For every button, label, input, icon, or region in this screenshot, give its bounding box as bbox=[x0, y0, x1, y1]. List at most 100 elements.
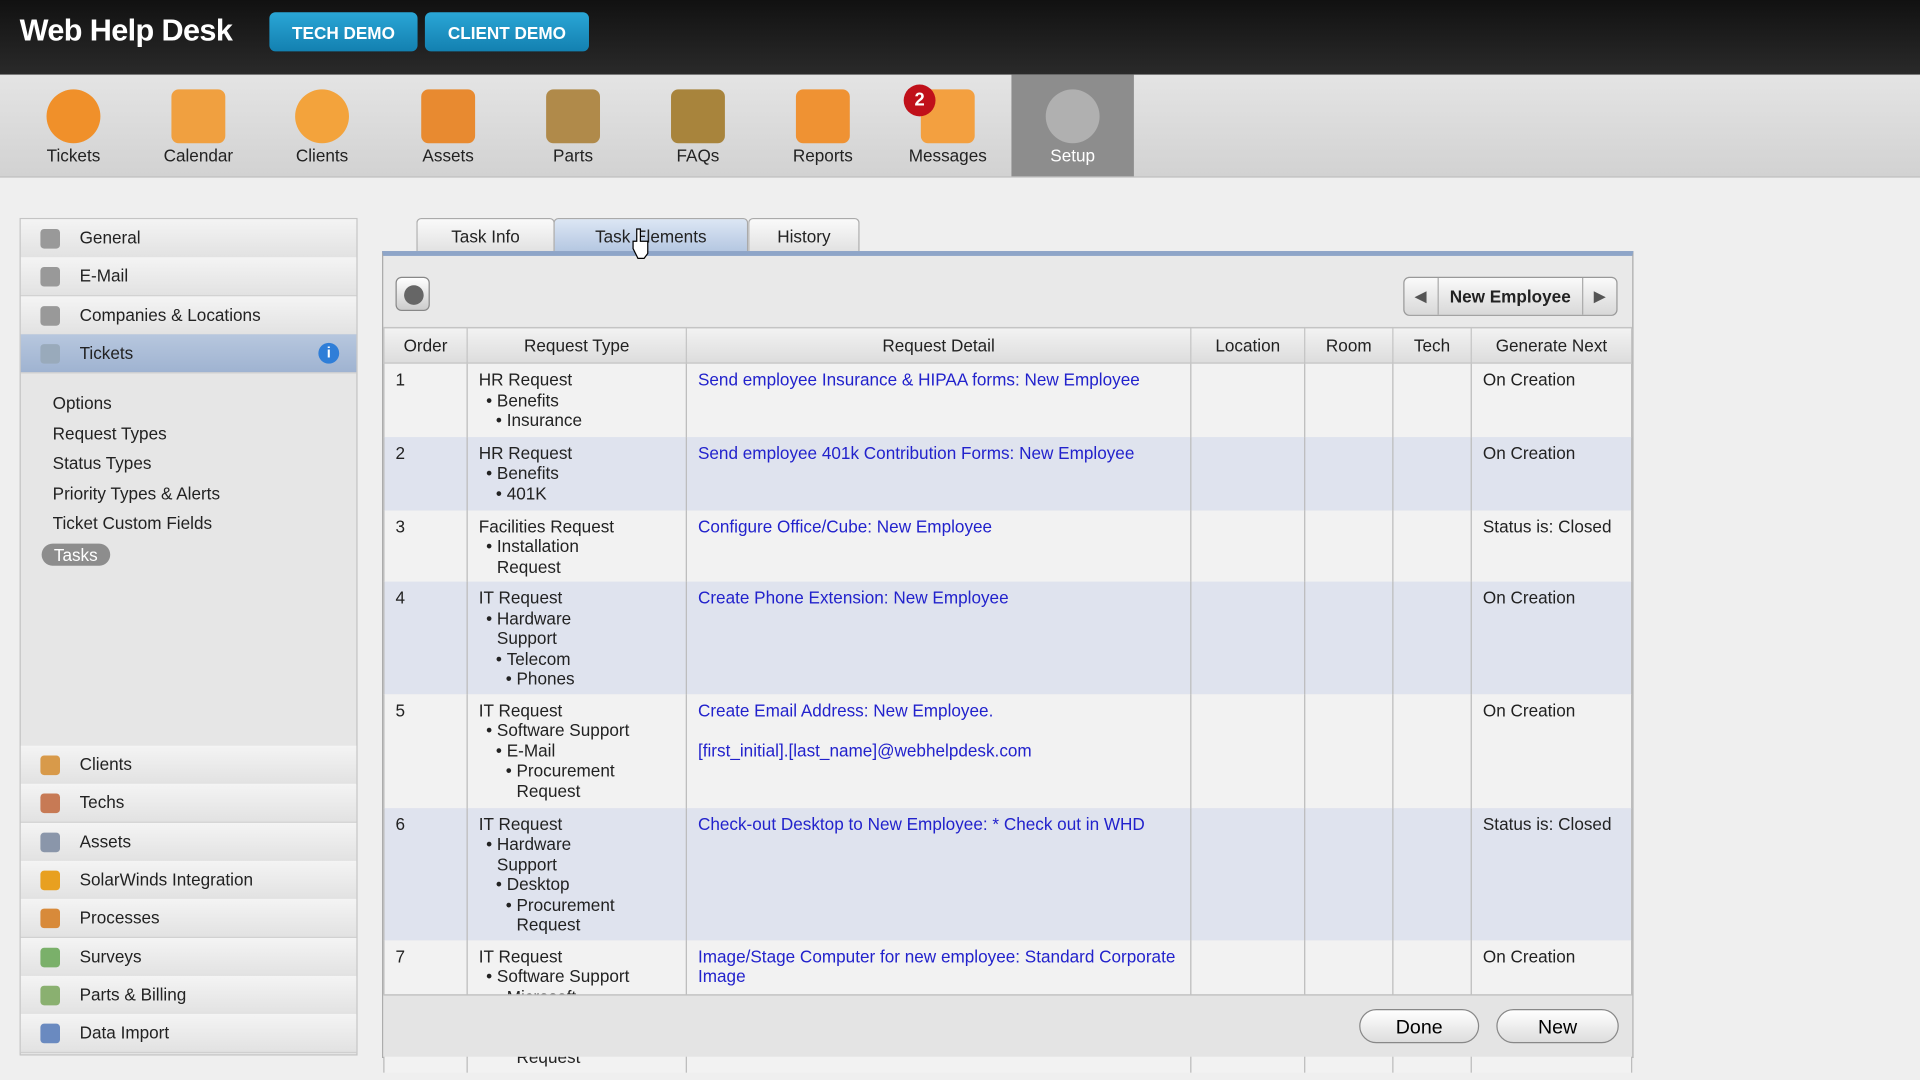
order-cell: 6 bbox=[383, 807, 468, 940]
request-type-label: Benefits bbox=[496, 462, 559, 483]
request-type-label: Software Support bbox=[496, 720, 630, 740]
nav-calendar[interactable]: Calendar bbox=[137, 75, 259, 177]
nav-label: FAQs bbox=[676, 145, 720, 166]
processes-icon bbox=[40, 908, 61, 929]
task-name: New Employee bbox=[1437, 277, 1583, 315]
tab-task-elements[interactable]: Task Elements bbox=[553, 217, 749, 254]
bullet: • bbox=[495, 740, 507, 760]
request-detail-line[interactable]: Create Phone Extension: New Employee bbox=[697, 587, 1009, 608]
request-detail-line[interactable]: Image/Stage Computer for new employee: S… bbox=[697, 945, 1176, 986]
tab-task-info[interactable]: Task Info bbox=[416, 217, 555, 254]
calendar-icon bbox=[171, 89, 226, 144]
table-row[interactable]: 6 IT Request • Hardware Support • Desktop • … bbox=[383, 807, 1633, 940]
nav-parts[interactable]: Parts bbox=[512, 75, 634, 177]
request-detail-cell[interactable]: Create Phone Extension: New Employee bbox=[685, 581, 1192, 694]
column-header-order[interactable]: Order bbox=[383, 326, 468, 364]
next-cell: Status is: Closed bbox=[1470, 807, 1633, 940]
sidebar-item-e-mail[interactable]: E-Mail bbox=[20, 257, 357, 297]
sidebar-item-label: Assets bbox=[79, 830, 132, 851]
table-row[interactable]: 4 IT Request • Hardware Support • Telecom • … bbox=[383, 581, 1633, 694]
location-cell bbox=[1190, 363, 1306, 437]
sidebar-item-solarwinds-integration[interactable]: SolarWinds Integration bbox=[20, 860, 357, 900]
nav-assets[interactable]: Assets bbox=[387, 75, 509, 177]
nav-label: Parts bbox=[553, 145, 594, 166]
request-detail-cell[interactable]: Send employee Insurance & HIPAA forms: N… bbox=[685, 363, 1192, 437]
nav-label: Calendar bbox=[163, 145, 234, 166]
sidebar-subitem-ticket-custom-fields[interactable]: Ticket Custom Fields bbox=[52, 513, 213, 534]
next-cell: Status is: Closed bbox=[1470, 510, 1633, 582]
client-demo-button[interactable]: CLIENT DEMO bbox=[424, 12, 589, 52]
done-button[interactable]: Done bbox=[1359, 1008, 1480, 1044]
table-row[interactable]: 3 Facilities Request • Installation Reques… bbox=[383, 510, 1633, 582]
request-detail-cell[interactable]: Configure Office/Cube: New Employee bbox=[685, 510, 1192, 582]
clients-icon bbox=[40, 755, 61, 776]
request-type-cell: HR Request • Benefits • Insurance bbox=[466, 363, 687, 437]
sidebar-item-assets[interactable]: Assets bbox=[20, 822, 357, 862]
tech-demo-button[interactable]: TECH DEMO bbox=[269, 12, 418, 52]
prev-arrow-icon[interactable]: ◀ bbox=[1415, 287, 1427, 305]
sidebar-item-general[interactable]: General bbox=[20, 219, 357, 259]
column-header-tech[interactable]: Tech bbox=[1392, 326, 1472, 364]
request-type-level: • Hardware Support bbox=[479, 608, 676, 648]
request-detail-line[interactable]: Check-out Desktop to New Employee: * Che… bbox=[697, 813, 1145, 834]
column-header-location[interactable]: Location bbox=[1190, 326, 1306, 364]
nav-faqs[interactable]: FAQs bbox=[637, 75, 759, 177]
sidebar-item-companies-locations[interactable]: Companies & Locations bbox=[20, 295, 357, 336]
tab-history[interactable]: History bbox=[748, 217, 860, 254]
sidebar-item-parts-billing[interactable]: Parts & Billing bbox=[20, 975, 357, 1015]
request-detail-cell[interactable]: Check-out Desktop to New Employee: * Che… bbox=[685, 807, 1192, 940]
tag-icon bbox=[40, 343, 61, 364]
sidebar-item-label: Clients bbox=[79, 754, 132, 774]
request-detail-cell[interactable]: Send employee 401k Contribution Forms: N… bbox=[685, 436, 1192, 511]
bullet: • bbox=[495, 483, 507, 503]
new-button[interactable]: New bbox=[1496, 1008, 1619, 1044]
request-detail-line[interactable] bbox=[698, 720, 1180, 740]
tech-cell bbox=[1392, 807, 1472, 940]
sidebar-item-tickets[interactable]: Tickets i bbox=[20, 334, 357, 374]
sidebar-subitem-tasks[interactable]: Tasks bbox=[41, 543, 110, 566]
nav-messages[interactable]: Messages 2 bbox=[887, 75, 1009, 177]
parts-billing-icon bbox=[40, 985, 61, 1006]
sidebar-item-clients[interactable]: Clients bbox=[20, 745, 357, 785]
request-type-level: IT Request bbox=[479, 946, 676, 966]
sidebar-item-label: Data Import bbox=[79, 1022, 170, 1043]
nav-label: Clients bbox=[295, 145, 349, 166]
sidebar-subitem-options[interactable]: Options bbox=[52, 393, 112, 413]
nav-setup[interactable]: Setup bbox=[1011, 74, 1134, 177]
column-header-request-type[interactable]: Request Type bbox=[466, 326, 687, 364]
tech-cell bbox=[1392, 693, 1472, 808]
request-detail-line[interactable]: Send employee 401k Contribution Forms: N… bbox=[697, 442, 1135, 463]
info-icon[interactable]: i bbox=[318, 342, 340, 364]
table-row[interactable]: 5 IT Request • Software Support • E-Mail • P… bbox=[383, 693, 1633, 808]
bullet: • bbox=[505, 668, 517, 689]
column-header-generate-next[interactable]: Generate Next bbox=[1470, 326, 1633, 364]
nav-clients[interactable]: Clients bbox=[261, 75, 383, 177]
table-row[interactable]: 1 HR Request • Benefits • Insurance Send emp… bbox=[383, 363, 1633, 437]
refresh-icon[interactable] bbox=[395, 276, 430, 312]
sidebar-subitem-request-types[interactable]: Request Types bbox=[52, 423, 167, 443]
sidebar-item-data-import[interactable]: Data Import bbox=[20, 1014, 357, 1054]
sidebar-item-techs[interactable]: Techs bbox=[20, 784, 357, 824]
envelope-icon bbox=[40, 267, 61, 287]
request-type-cell: Facilities Request • Installation Request bbox=[466, 510, 687, 582]
nav-tickets[interactable]: Tickets bbox=[12, 75, 134, 177]
tech-icon bbox=[40, 793, 61, 814]
request-detail-line[interactable]: Configure Office/Cube: New Employee bbox=[697, 516, 993, 536]
sidebar-item-processes[interactable]: Processes bbox=[20, 899, 357, 939]
location-cell bbox=[1190, 807, 1306, 940]
table-row[interactable]: 2 HR Request • Benefits • 401K Send employee… bbox=[383, 436, 1633, 511]
next-arrow-icon[interactable]: ▶ bbox=[1594, 287, 1606, 305]
column-header-room[interactable]: Room bbox=[1304, 326, 1394, 364]
sidebar-subitem-status-types[interactable]: Status Types bbox=[52, 453, 152, 473]
request-detail-line[interactable]: Send employee Insurance & HIPAA forms: N… bbox=[697, 369, 1140, 390]
bullet: • bbox=[495, 648, 507, 668]
request-detail-line[interactable]: [first_initial].[last_name]@webhelpdesk.… bbox=[697, 740, 1032, 760]
sidebar-item-surveys[interactable]: Surveys bbox=[20, 937, 357, 977]
request-detail-line[interactable]: Create Email Address: New Employee. bbox=[697, 699, 994, 720]
column-header-request-detail[interactable]: Request Detail bbox=[685, 326, 1192, 364]
request-detail-cell[interactable]: Create Email Address: New Employee. [firs… bbox=[685, 693, 1192, 808]
sidebar-subitem-priority-types-alerts[interactable]: Priority Types & Alerts bbox=[52, 483, 221, 504]
nav-reports[interactable]: Reports bbox=[762, 75, 884, 177]
request-type-label: Insurance bbox=[506, 410, 582, 430]
box-icon bbox=[546, 89, 601, 144]
